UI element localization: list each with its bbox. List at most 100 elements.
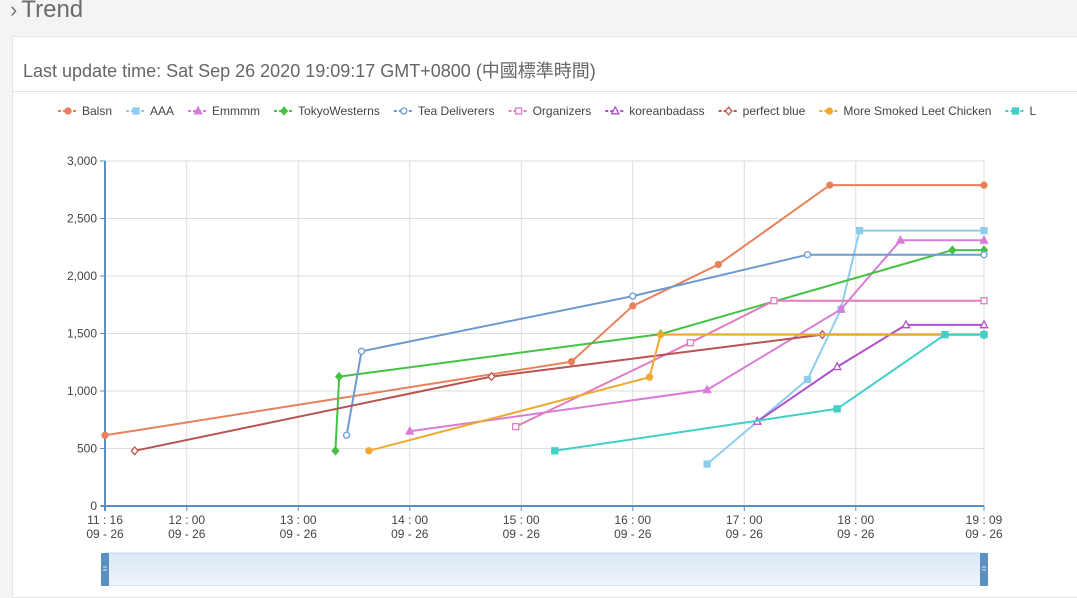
legend-marker bbox=[400, 107, 408, 115]
x-tick-label-date: 09 - 26 bbox=[86, 527, 124, 541]
data-point bbox=[365, 447, 373, 455]
series-line-emmmm bbox=[409, 239, 984, 433]
zoom-slider[interactable] bbox=[101, 552, 988, 586]
series-line-koreanbadass bbox=[756, 323, 984, 423]
card-divider bbox=[13, 91, 1077, 92]
legend-marker bbox=[724, 106, 733, 116]
legend-marker bbox=[64, 107, 72, 115]
legend-label: Emmmm bbox=[212, 104, 260, 118]
legend-item-aaa[interactable]: AAA bbox=[126, 104, 174, 118]
data-point bbox=[979, 234, 989, 244]
last-update-time: Last update time: Sat Sep 26 2020 19:09:… bbox=[23, 61, 596, 81]
data-point bbox=[686, 339, 695, 347]
data-point bbox=[980, 297, 988, 305]
zoom-handle-left[interactable] bbox=[101, 553, 109, 586]
data-point bbox=[948, 245, 957, 255]
data-point bbox=[342, 431, 351, 439]
series-koreanbadass bbox=[752, 319, 989, 425]
data-point bbox=[980, 181, 988, 189]
series-tea-deliverers bbox=[342, 251, 988, 439]
data-point bbox=[979, 319, 989, 329]
data-point bbox=[826, 181, 834, 189]
chart-legend[interactable]: Balsn AAA Emmmm TokyoWesterns Tea Deliverers… bbox=[58, 104, 1036, 118]
series-balsn bbox=[101, 181, 988, 439]
x-tick-label-time: 16 : 00 bbox=[614, 513, 651, 527]
x-tick-label-date: 09 - 26 bbox=[391, 527, 429, 541]
x-tick-label-time: 11 : 16 bbox=[87, 513, 123, 527]
legend-item-emmmm[interactable]: Emmmm bbox=[188, 104, 260, 118]
data-point bbox=[512, 422, 520, 431]
legend-marker bbox=[193, 105, 203, 115]
data-point bbox=[487, 371, 496, 382]
data-point bbox=[980, 251, 988, 259]
section-header[interactable]: › Trend bbox=[10, 0, 83, 26]
legend-item-tea-deliverers[interactable]: Tea Deliverers bbox=[393, 104, 495, 118]
legend-marker bbox=[825, 107, 834, 115]
data-point bbox=[803, 251, 812, 259]
data-point bbox=[629, 302, 637, 310]
series-line-more-smoked-leet-chicken bbox=[368, 333, 984, 452]
x-tick-label-date: 09 - 26 bbox=[965, 527, 1003, 541]
data-point bbox=[702, 384, 712, 394]
legend-item-tokyowesterns[interactable]: TokyoWesterns bbox=[274, 104, 380, 118]
series-line-perfect-blue bbox=[134, 333, 984, 452]
legend-marker bbox=[610, 105, 620, 115]
legend-marker bbox=[1011, 107, 1020, 115]
legend-label: L bbox=[1029, 104, 1036, 118]
x-tick-label-date: 09 - 26 bbox=[726, 527, 764, 541]
data-point bbox=[101, 431, 109, 439]
x-tick-label-time: 12 : 00 bbox=[168, 513, 205, 527]
x-tick-label-date: 09 - 26 bbox=[168, 527, 206, 541]
series-line-tokyowesterns bbox=[334, 249, 984, 451]
y-tick-label: 500 bbox=[77, 442, 97, 456]
data-point bbox=[551, 447, 559, 455]
x-tick-label-date: 09 - 26 bbox=[503, 527, 541, 541]
chevron-right-icon[interactable]: › bbox=[10, 0, 18, 22]
data-point bbox=[832, 361, 842, 371]
data-point bbox=[567, 358, 576, 366]
chart-grid bbox=[105, 160, 985, 506]
legend-marker bbox=[132, 107, 140, 115]
series-organizers bbox=[512, 297, 988, 431]
legend-label: AAA bbox=[150, 104, 174, 118]
data-point bbox=[334, 371, 344, 382]
data-point bbox=[645, 373, 654, 381]
x-tick-label-date: 09 - 26 bbox=[280, 527, 318, 541]
data-point bbox=[833, 405, 841, 413]
legend-item-koreanbadass[interactable]: koreanbadass bbox=[605, 104, 705, 118]
data-point bbox=[836, 303, 846, 313]
data-point bbox=[357, 347, 366, 355]
legend-item-more-smoked-leet-chicken[interactable]: More Smoked Leet Chicken bbox=[819, 104, 991, 118]
x-tick-label-date: 09 - 26 bbox=[614, 527, 652, 541]
legend-marker bbox=[514, 107, 523, 115]
series-tokyowesterns bbox=[331, 245, 989, 456]
x-tick-label-date: 09 - 26 bbox=[837, 527, 875, 541]
data-point bbox=[331, 446, 340, 456]
x-tick-label-time: 14 : 00 bbox=[391, 513, 428, 527]
legend-label: TokyoWesterns bbox=[298, 104, 380, 118]
legend-label: koreanbadass bbox=[629, 104, 704, 118]
data-point bbox=[629, 292, 637, 300]
data-point bbox=[405, 425, 415, 435]
series-line-l bbox=[554, 333, 984, 452]
legend-item-organizers[interactable]: Organizers bbox=[508, 104, 592, 118]
trend-chart: Balsn AAA Emmmm TokyoWesterns Tea Deliverers… bbox=[58, 104, 1036, 586]
legend-item-l[interactable]: L bbox=[1005, 104, 1036, 118]
x-tick-label-time: 19 : 09 bbox=[966, 513, 1003, 527]
x-tick-label-time: 17 : 00 bbox=[726, 513, 763, 527]
legend-marker bbox=[279, 106, 289, 116]
y-tick-label: 1,000 bbox=[67, 384, 97, 398]
legend-label: More Smoked Leet Chicken bbox=[843, 104, 991, 118]
data-point bbox=[895, 234, 906, 244]
x-tick-label-time: 18 : 00 bbox=[837, 513, 874, 527]
zoom-handle-right[interactable] bbox=[980, 553, 988, 586]
legend-item-balsn[interactable]: Balsn bbox=[58, 104, 112, 118]
legend-item-perfect-blue[interactable]: perfect blue bbox=[718, 104, 806, 118]
y-tick-label: 3,000 bbox=[67, 154, 97, 168]
data-point bbox=[855, 226, 864, 235]
data-point bbox=[770, 297, 778, 305]
data-point bbox=[980, 226, 988, 235]
series-line-tea-deliverers bbox=[345, 253, 984, 436]
series-line-aaa bbox=[706, 229, 984, 465]
x-tick-label-time: 13 : 00 bbox=[280, 513, 317, 527]
